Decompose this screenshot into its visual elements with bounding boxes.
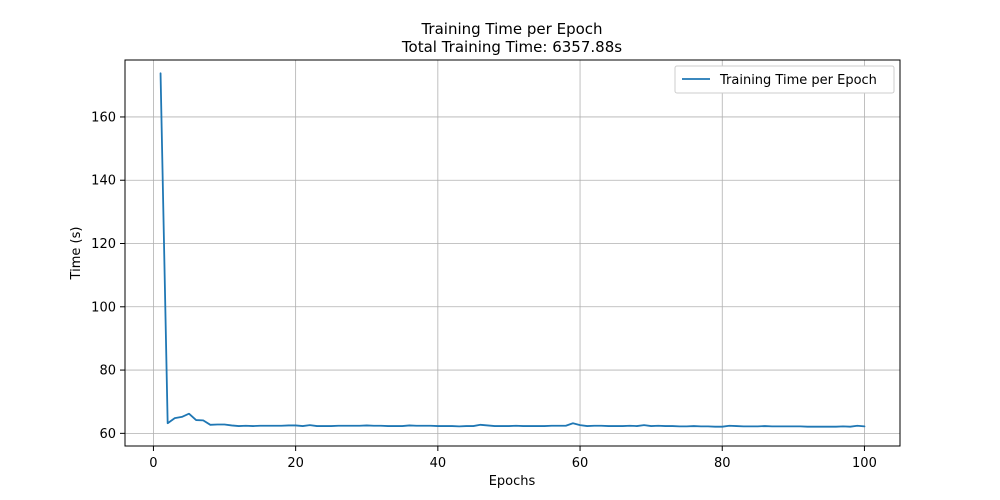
plot-frame [124, 59, 901, 447]
x-tick-label: 40 [430, 456, 447, 471]
y-axis-label: Time (s) [69, 227, 84, 281]
legend: Training Time per Epoch [674, 65, 895, 94]
x-tick-label: 80 [714, 456, 731, 471]
grid-lines [125, 60, 900, 446]
y-tick-label: 160 [91, 110, 116, 125]
x-axis-label: Epochs [489, 474, 536, 489]
x-tick-label: 20 [287, 456, 304, 471]
y-tick-label: 140 [91, 174, 116, 189]
legend-box [674, 65, 895, 94]
legend-label: Training Time per Epoch [719, 73, 877, 88]
series-line [159, 72, 866, 428]
x-tick-label: 100 [852, 456, 877, 471]
series-layer [159, 72, 866, 428]
chart-subtitle: Total Training Time: 6357.88s [401, 38, 622, 56]
x-tick-label: 0 [149, 456, 157, 471]
y-tick-label: 80 [99, 364, 116, 379]
y-tick-label: 60 [99, 427, 116, 442]
axis-ticks: 0 20 40 60 80 100 60 80 100 120 140 160 [91, 110, 877, 471]
x-tick-label: 60 [572, 456, 589, 471]
chart-title: Training Time per Epoch [420, 20, 602, 38]
y-tick-label: 120 [91, 237, 116, 252]
y-tick-label: 100 [91, 300, 116, 315]
